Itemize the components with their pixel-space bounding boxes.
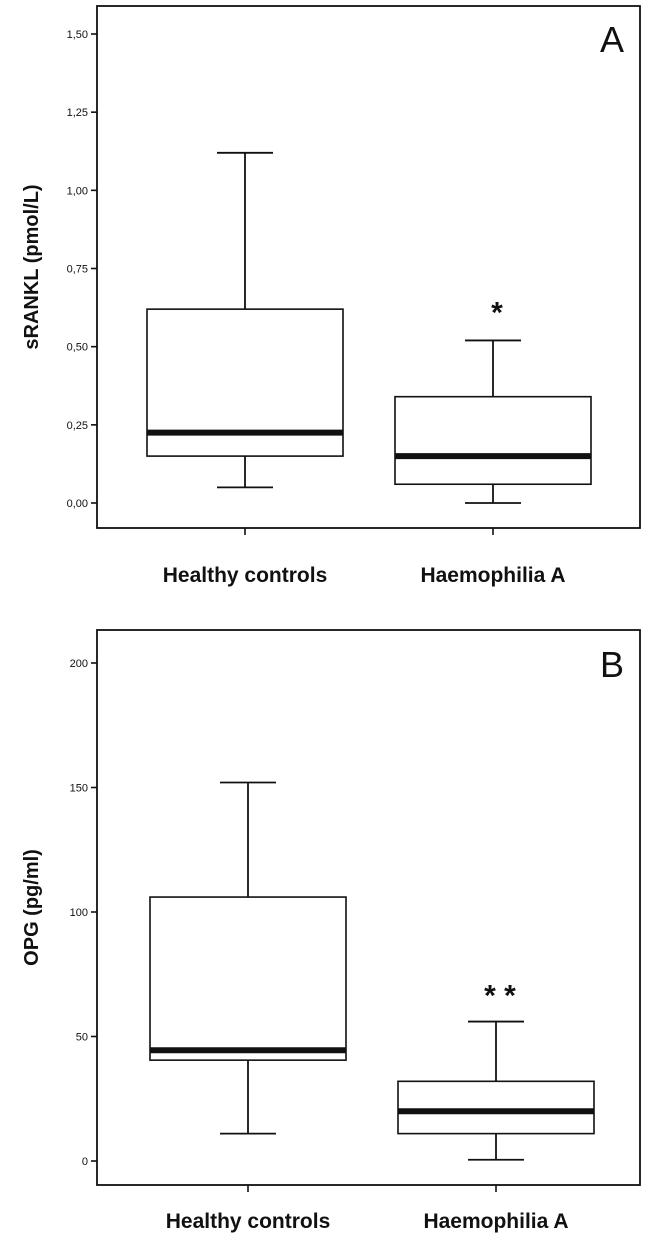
panel-a: 0,00 0,25 0,50 0,75 1,00 1,25 1,50 sRANKL (pmol… xyxy=(21,6,640,587)
panel-label: A xyxy=(600,19,624,60)
y-tick-label: 0 xyxy=(82,1156,88,1168)
y-axis-label: OPG (pg/ml) xyxy=(21,849,43,966)
panel-b: 0 50 100 150 200 OPG (pg/ml) B Healthy controls… xyxy=(21,630,640,1233)
box-iqr xyxy=(395,397,591,485)
y-tick-label: 1,50 xyxy=(67,29,88,41)
significance-marker: * xyxy=(491,296,503,329)
y-tick-label: 100 xyxy=(70,907,88,919)
y-tick-label: 0,00 xyxy=(67,498,88,510)
y-tick-label: 0,75 xyxy=(67,264,88,276)
y-tick-label: 1,25 xyxy=(67,107,88,119)
significance-marker: * * xyxy=(484,980,516,1013)
y-tick-label: 200 xyxy=(70,658,88,670)
panel-label: B xyxy=(600,644,624,685)
category-label: Healthy controls xyxy=(166,1210,331,1233)
y-tick-label: 1,00 xyxy=(67,185,88,197)
y-tick-label: 0,50 xyxy=(67,342,88,354)
box-iqr xyxy=(150,897,346,1060)
y-axis-label: sRANKL (pmol/L) xyxy=(21,184,43,349)
y-tick-label: 150 xyxy=(70,783,88,795)
category-label: Healthy controls xyxy=(163,564,328,587)
y-tick-label: 0,25 xyxy=(67,420,88,432)
category-label: Haemophilia A xyxy=(420,564,565,587)
box-iqr xyxy=(398,1081,594,1133)
y-tick-label: 50 xyxy=(76,1032,88,1044)
category-label: Haemophilia A xyxy=(423,1210,568,1233)
